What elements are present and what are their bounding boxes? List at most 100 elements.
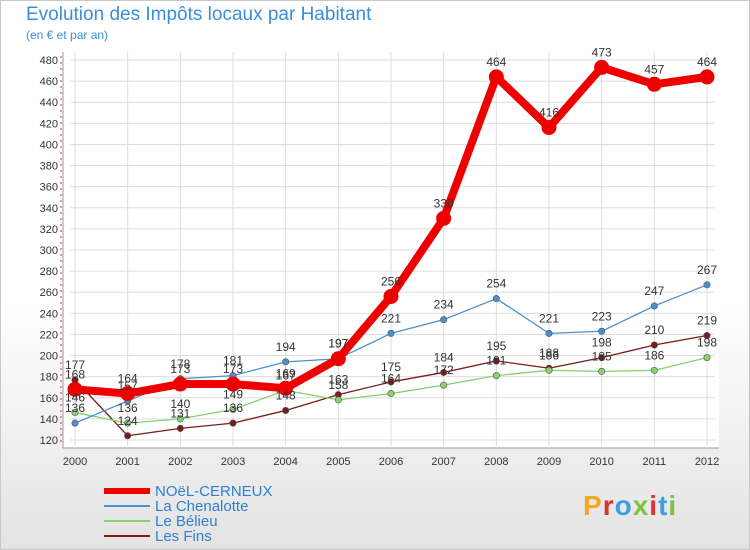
data-label: 210 [644, 323, 664, 337]
legend-swatch [104, 520, 150, 522]
data-point [650, 341, 658, 349]
data-point [282, 406, 290, 414]
data-label: 172 [434, 363, 454, 377]
data-label: 198 [592, 336, 612, 350]
data-label: 186 [644, 348, 664, 362]
data-label: 194 [276, 340, 296, 354]
data-label: 178 [170, 357, 190, 371]
data-point [124, 432, 132, 440]
data-point [330, 351, 346, 367]
y-tick-label: 440 [40, 97, 58, 109]
data-point [71, 419, 79, 427]
data-point [650, 302, 658, 310]
logo-letter: i [668, 490, 678, 521]
data-label: 181 [486, 354, 506, 368]
data-point [598, 367, 606, 375]
x-tick-label: 2007 [431, 456, 455, 468]
legend-swatch [104, 535, 150, 537]
data-point [71, 409, 79, 417]
data-label: 140 [170, 397, 190, 411]
data-point [703, 331, 711, 339]
y-tick-label: 160 [40, 393, 58, 405]
y-tick-label: 260 [40, 287, 58, 299]
data-label: 177 [65, 358, 85, 372]
data-point [176, 415, 184, 423]
data-point [703, 281, 711, 289]
data-label: 185 [592, 349, 612, 363]
legend-swatch [104, 505, 150, 507]
logo-letter: i [649, 490, 659, 521]
data-point [383, 288, 399, 304]
x-tick-label: 2012 [695, 456, 719, 468]
data-label: 173 [223, 362, 243, 376]
y-tick-label: 200 [40, 351, 58, 363]
data-label: 197 [328, 337, 348, 351]
data-point [492, 295, 500, 303]
y-tick-label: 120 [40, 435, 58, 447]
y-tick-label: 340 [40, 203, 58, 215]
legend: NOëL-CERNEUX La Chenalotte Le Bélieu Les… [104, 483, 404, 545]
data-label: 164 [118, 372, 138, 386]
data-point [594, 59, 610, 75]
data-label: 148 [276, 388, 296, 402]
x-tick-label: 2002 [168, 456, 192, 468]
x-tick-label: 2011 [643, 456, 667, 468]
y-tick-label: 220 [40, 329, 58, 341]
legend-item-noel-cerneux: NOëL-CERNEUX [104, 483, 404, 500]
data-label: 136 [118, 401, 138, 415]
data-point [176, 424, 184, 432]
x-tick-label: 2000 [63, 456, 87, 468]
data-label: 223 [592, 309, 612, 323]
legend-swatch [104, 488, 150, 494]
logo-letter: P [583, 490, 603, 521]
data-point [172, 376, 188, 392]
data-point [545, 329, 553, 337]
data-point [545, 366, 553, 374]
data-label: 464 [486, 55, 506, 69]
data-label: 169 [276, 366, 296, 380]
legend-item-le-belieu: Le Bélieu [104, 513, 404, 530]
y-tick-label: 140 [40, 414, 58, 426]
data-point [387, 390, 395, 398]
x-tick-label: 2005 [326, 456, 350, 468]
data-label: 464 [697, 55, 717, 69]
legend-label: Le Bélieu [155, 513, 218, 530]
legend-label: Les Fins [155, 528, 212, 545]
data-point [703, 354, 711, 362]
data-point [282, 358, 290, 366]
data-label: 186 [539, 348, 559, 362]
legend-label: NOëL-CERNEUX [155, 483, 273, 500]
data-point [124, 419, 132, 427]
chart-title: Evolution des Impôts locaux par Habitant [26, 4, 372, 25]
data-point [541, 120, 557, 136]
data-label: 330 [434, 196, 454, 210]
data-label: 164 [381, 372, 401, 386]
data-label: 197 [328, 337, 348, 351]
data-label: 136 [65, 401, 85, 415]
data-point [229, 405, 237, 413]
legend-item-les-fins: Les Fins [104, 528, 404, 545]
data-point [699, 69, 715, 85]
y-tick-label: 300 [40, 245, 58, 257]
data-point [650, 366, 658, 374]
data-label: 256 [381, 274, 401, 288]
data-point [440, 316, 448, 324]
data-label: 149 [223, 387, 243, 401]
logo-letter: t [658, 490, 669, 521]
data-point [646, 76, 662, 92]
proxiti-logo: Proxiti [583, 490, 677, 522]
y-tick-label: 480 [40, 55, 58, 67]
data-label: 173 [170, 362, 190, 376]
data-point [492, 372, 500, 380]
data-label: 168 [65, 367, 85, 381]
data-label: 157 [118, 379, 138, 393]
x-tick-label: 2001 [115, 456, 139, 468]
data-point [387, 378, 395, 386]
data-label: 167 [276, 368, 296, 382]
x-tick-label: 2003 [221, 456, 245, 468]
data-point [488, 69, 504, 85]
data-point [67, 381, 83, 397]
logo-letter: r [602, 490, 615, 521]
data-point [225, 376, 241, 392]
